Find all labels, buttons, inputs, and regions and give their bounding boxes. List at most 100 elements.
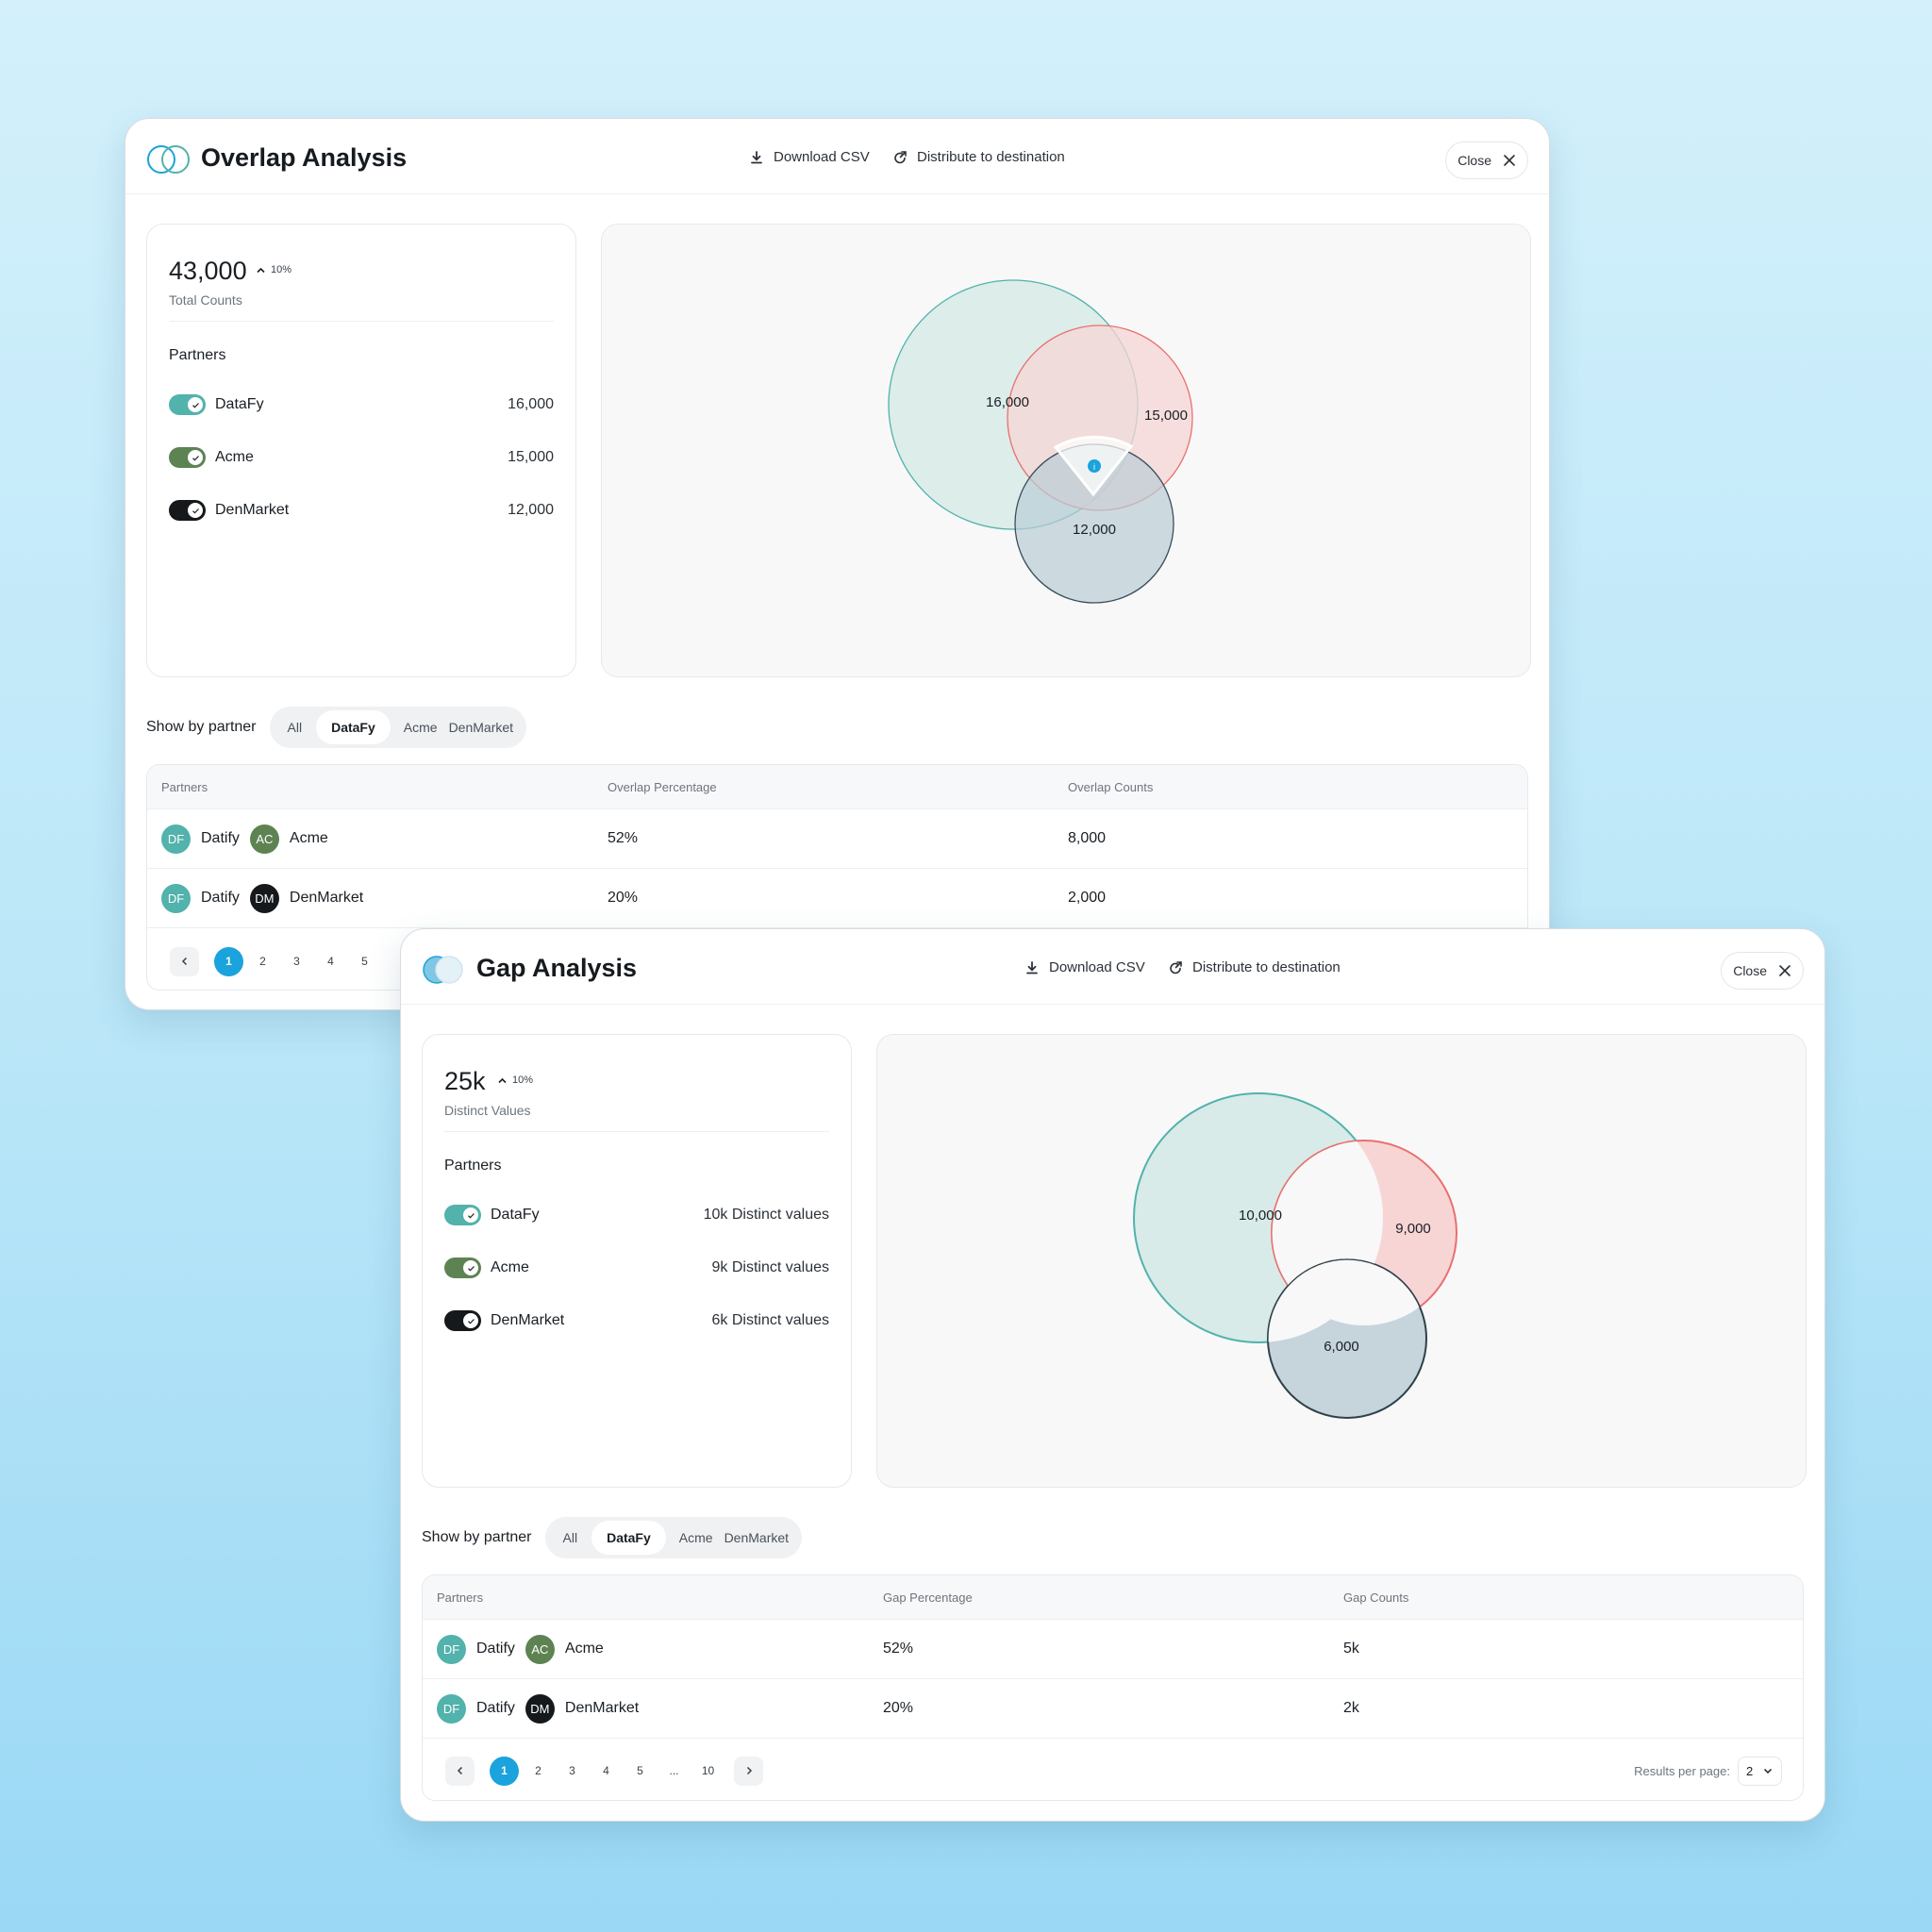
overlap-analysis-panel: Overlap Analysis Download CSV Distribute… — [125, 118, 1550, 1010]
distinct-count: 25k — [444, 1067, 486, 1095]
filter-denmarket[interactable]: DenMarket — [724, 1530, 790, 1545]
download-csv-button[interactable]: Download CSV — [1024, 959, 1145, 975]
download-icon — [751, 150, 762, 163]
partner-value: 12,000 — [508, 502, 554, 518]
page-3[interactable]: 3 — [293, 955, 300, 968]
page-2[interactable]: 2 — [535, 1764, 541, 1777]
col-partners: Partners — [437, 1590, 484, 1605]
table-row[interactable]: DF Datify AC Acme 52% 8,000 — [147, 809, 1527, 869]
partner-a-name: Datify — [476, 1700, 515, 1716]
partner-b-name: DenMarket — [289, 890, 364, 906]
partner-a-name: Datify — [201, 890, 240, 906]
partner-b-name: Acme — [289, 830, 328, 846]
total-label: Total Counts — [169, 292, 242, 308]
info-icon-glyph: i — [1093, 462, 1095, 472]
page-2[interactable]: 2 — [259, 955, 266, 968]
overlap-logo-icon — [147, 145, 190, 174]
download-csv-button[interactable]: Download CSV — [749, 149, 870, 165]
prev-page-button[interactable] — [445, 1756, 475, 1786]
filter-datafy[interactable]: DataFy — [591, 1521, 666, 1555]
partner-toggle-datafy[interactable] — [169, 394, 206, 415]
venn-svg: 10,000 9,000 6,000 — [1133, 1092, 1457, 1419]
pagination: 1 2 3 4 5 — [147, 931, 1527, 990]
chevron-left-icon — [181, 957, 187, 966]
panel-header: Overlap Analysis Download CSV Distribute… — [125, 119, 1549, 194]
filter-acme[interactable]: Acme — [678, 1530, 713, 1545]
results-per-page-value: 2 — [1746, 1763, 1754, 1778]
partner-row-denmarket: DenMarket 6k Distinct values — [444, 1308, 829, 1333]
panel-header: Gap Analysis Download CSV Distribute to … — [401, 929, 1824, 1005]
close-label: Close — [1457, 153, 1491, 168]
venn-label-denmarket: 6,000 — [1324, 1339, 1359, 1355]
partner-row-acme: Acme 15,000 — [169, 445, 554, 470]
page-title: Gap Analysis — [476, 954, 638, 982]
partner-row-datafy: DataFy 16,000 — [169, 392, 554, 417]
venn-label-datafy: 10,000 — [1239, 1208, 1282, 1224]
partner-b-name: DenMarket — [564, 1700, 640, 1716]
share-arrow-icon — [1170, 960, 1182, 974]
avatar: DM — [525, 1693, 555, 1724]
filter-all[interactable]: All — [562, 1530, 578, 1545]
table-row[interactable]: DF Datify AC Acme 52% 5k — [423, 1620, 1803, 1679]
page-10[interactable]: 10 — [701, 1764, 715, 1777]
count-cell: 8,000 — [1068, 830, 1107, 846]
table-row[interactable]: DF Datify DM DenMarket 20% 2k — [423, 1679, 1803, 1739]
filter-all[interactable]: All — [287, 720, 303, 735]
check-icon — [463, 1260, 478, 1275]
distribute-button[interactable]: Distribute to destination — [892, 149, 1065, 165]
next-page-button[interactable] — [734, 1756, 763, 1786]
distribute-button[interactable]: Distribute to destination — [1168, 959, 1341, 975]
chevron-right-icon — [746, 1766, 752, 1775]
partner-toggle-denmarket[interactable] — [169, 500, 206, 521]
info-icon[interactable] — [1088, 459, 1101, 473]
avatar: DF — [437, 1693, 466, 1724]
page-5[interactable]: 5 — [637, 1764, 643, 1777]
partner-toggle-denmarket[interactable] — [444, 1310, 481, 1331]
show-by-partner-label: Show by partner — [146, 719, 257, 735]
partner-row-datafy: DataFy 10k Distinct values — [444, 1203, 829, 1227]
partner-toggle-acme[interactable] — [169, 447, 206, 468]
partner-filter: All DataFy Acme DenMarket — [544, 1517, 803, 1558]
filter-denmarket[interactable]: DenMarket — [448, 720, 514, 735]
venn-label-acme: 15,000 — [1144, 408, 1188, 424]
trend-badge: 10% — [256, 264, 291, 275]
partners-title: Partners — [444, 1158, 502, 1174]
show-by-partner: Show by partner All DataFy Acme DenMarke… — [146, 707, 527, 748]
share-arrow-icon — [894, 150, 907, 163]
divider — [444, 1131, 829, 1132]
filter-datafy[interactable]: DataFy — [316, 710, 391, 744]
count-cell: 2,000 — [1068, 890, 1107, 906]
prev-page-button[interactable] — [170, 946, 199, 976]
trend-badge: 10% — [497, 1074, 533, 1086]
percentage-cell: 52% — [883, 1641, 914, 1657]
page-title: Overlap Analysis — [201, 143, 408, 172]
page-1[interactable]: 1 — [214, 946, 243, 976]
page-3[interactable]: 3 — [569, 1764, 575, 1777]
table-header: Partners Overlap Percentage Overlap Coun… — [147, 765, 1527, 809]
check-icon — [188, 450, 203, 465]
partner-value: 16,000 — [508, 396, 554, 412]
count-cell: 5k — [1343, 1641, 1359, 1657]
filter-acme[interactable]: Acme — [403, 720, 438, 735]
page-4[interactable]: 4 — [603, 1764, 609, 1777]
arrow-up-icon — [498, 1077, 507, 1083]
percentage-cell: 52% — [608, 830, 639, 846]
close-button[interactable]: Close — [1445, 142, 1528, 179]
results-per-page-select[interactable]: 2 — [1738, 1756, 1782, 1786]
partner-toggle-datafy[interactable] — [444, 1205, 481, 1225]
avatar: AC — [525, 1634, 555, 1664]
partner-name: DataFy — [215, 396, 264, 412]
avatar: AC — [249, 824, 279, 854]
close-button[interactable]: Close — [1721, 952, 1804, 990]
distribute-label: Distribute to destination — [917, 149, 1065, 165]
page-1[interactable]: 1 — [490, 1756, 519, 1786]
page-5[interactable]: 5 — [361, 955, 368, 968]
page-4[interactable]: 4 — [327, 955, 334, 968]
check-icon — [188, 503, 203, 518]
partner-value: 15,000 — [508, 449, 554, 465]
close-icon — [1504, 155, 1515, 166]
table-row[interactable]: DF Datify DM DenMarket 20% 2,000 — [147, 869, 1527, 928]
partners-cell: DF Datify DM DenMarket — [147, 883, 608, 913]
col-percentage: Overlap Percentage — [608, 779, 717, 794]
partner-toggle-acme[interactable] — [444, 1257, 481, 1278]
